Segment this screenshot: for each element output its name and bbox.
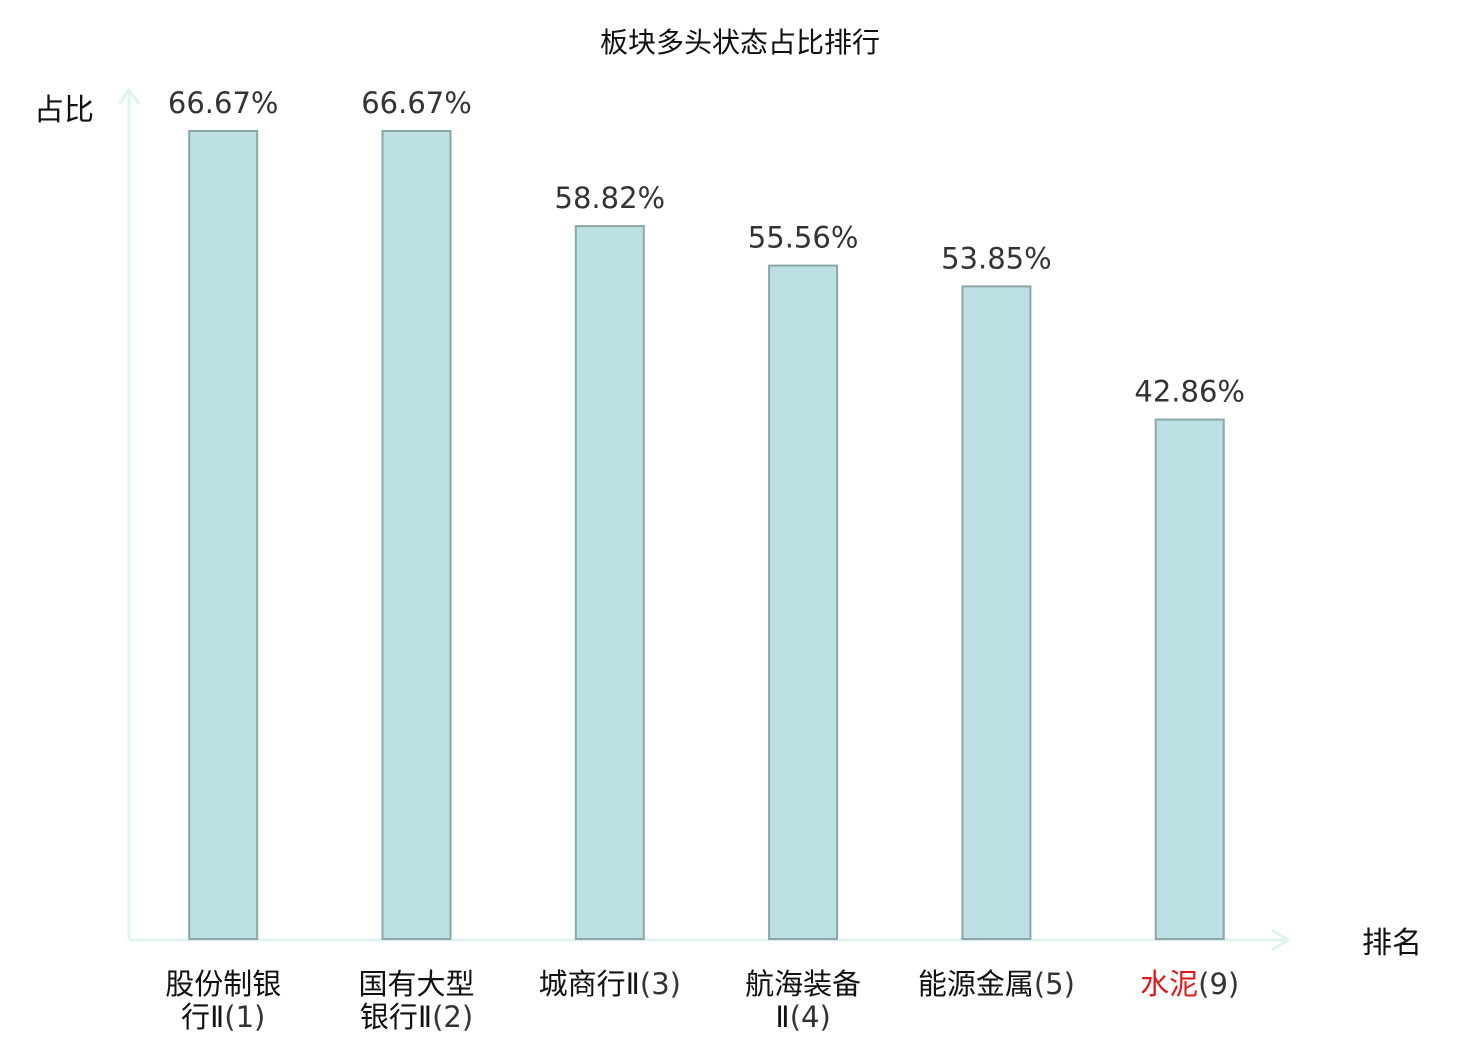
value-label-3: 58.82% bbox=[555, 181, 666, 215]
bars-group bbox=[188, 130, 1225, 941]
x-axis-label: 排名 bbox=[1362, 926, 1422, 961]
x-tick-label-3: 城商行Ⅱ(3) bbox=[539, 967, 681, 1001]
bar-6 bbox=[1154, 418, 1225, 941]
bar-3 bbox=[574, 225, 645, 941]
x-tick-label-5: 能源金属(5) bbox=[918, 967, 1075, 1001]
bar-1 bbox=[188, 130, 259, 940]
bar-5 bbox=[961, 285, 1032, 940]
bar-2 bbox=[381, 130, 452, 940]
chart-title: 板块多头状态占比排行 bbox=[600, 26, 880, 59]
y-axis-label: 占比 bbox=[34, 93, 94, 128]
value-label-4: 55.56% bbox=[748, 221, 859, 255]
y-axis bbox=[117, 87, 141, 940]
x-tick-label-1: 股份制银行Ⅱ(1) bbox=[165, 967, 281, 1034]
bar-4 bbox=[768, 264, 839, 941]
value-labels-group: 66.67% 66.67% 58.82% 55.56% 53.85% 42.86% bbox=[168, 86, 1245, 409]
value-label-5: 53.85% bbox=[941, 241, 1052, 275]
x-tick-label-6: 水泥(9) bbox=[1140, 967, 1239, 1001]
value-label-2: 66.67% bbox=[361, 86, 472, 120]
value-label-1: 66.67% bbox=[168, 86, 279, 120]
x-tick-labels-group: 股份制银行Ⅱ(1) 国有大型银行Ⅱ(2) 城商行Ⅱ(3) 航海装备 Ⅱ(4) 能源金属(5… bbox=[165, 967, 1239, 1034]
value-label-6: 42.86% bbox=[1134, 375, 1245, 409]
x-axis bbox=[129, 928, 1291, 952]
x-tick-label-2: 国有大型银行Ⅱ(2) bbox=[358, 967, 474, 1034]
x-tick-label-4: 航海装备 Ⅱ(4) bbox=[745, 967, 861, 1034]
